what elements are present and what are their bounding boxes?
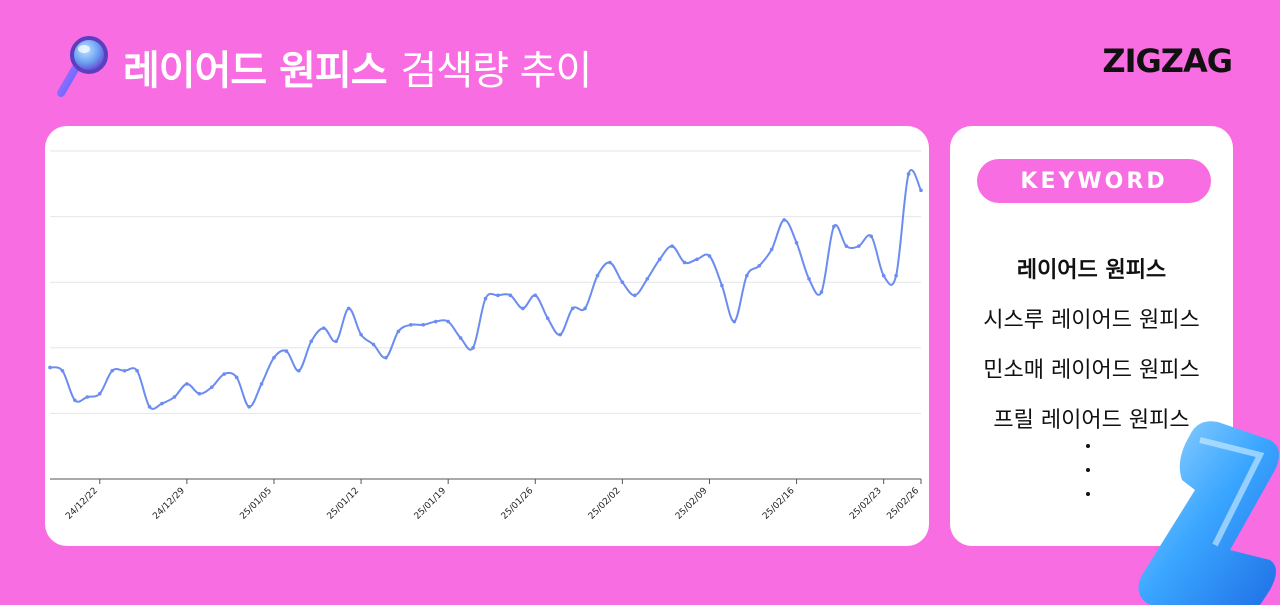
data-point: [346, 306, 351, 311]
data-point: [409, 323, 413, 327]
data-point: [595, 273, 600, 278]
data-point: [720, 283, 724, 288]
data-point: [272, 355, 276, 360]
data-point: [48, 365, 52, 370]
data-point: [757, 264, 762, 268]
zigzag-logo: ZIGZAG: [1102, 42, 1233, 80]
data-point: [794, 241, 799, 245]
data-point: [620, 280, 625, 284]
data-point: [284, 349, 289, 353]
data-point: [371, 342, 376, 347]
x-tick-label: 25/01/05: [238, 486, 274, 522]
x-tick-label: 25/02/16: [761, 486, 797, 522]
data-point: [334, 339, 338, 344]
chart-card: 24/12/22 24/12/29 25/01/05 25/01/12 25/01/19…: [45, 126, 929, 546]
data-point: [881, 273, 886, 278]
data-point: [745, 273, 749, 278]
data-point: [222, 372, 226, 376]
data-point: [695, 257, 699, 262]
x-tick-label: 24/12/29: [151, 486, 187, 522]
data-point: [321, 326, 326, 330]
data-point: [309, 339, 314, 344]
keyword-panel: KEYWORD 레이어드 원피스 시스루 레이어드 원피스 민소매 레이어드 원…: [950, 126, 1233, 546]
data-point: [396, 329, 401, 334]
data-point: [570, 306, 575, 311]
data-point: [832, 224, 836, 229]
data-point: [645, 277, 650, 281]
x-tick-label: 25/02/09: [674, 486, 710, 522]
data-point: [533, 293, 538, 298]
data-point: [433, 319, 438, 324]
data-point: [633, 293, 637, 298]
x-tick-label: 25/01/26: [500, 486, 536, 522]
page-subtitle: 검색량 추이: [400, 48, 593, 94]
data-point: [483, 296, 488, 301]
data-point: [359, 332, 363, 337]
data-point: [110, 368, 115, 373]
data-point: [508, 293, 513, 298]
data-point: [160, 401, 164, 406]
data-point: [856, 244, 861, 248]
keyword-item: 시스루 레이어드 원피스: [983, 308, 1200, 333]
data-point: [458, 336, 463, 340]
data-point: [97, 391, 102, 396]
x-tick-label: 25/01/12: [326, 486, 362, 522]
data-point: [73, 398, 77, 403]
data-point: [259, 382, 264, 386]
data-point: [122, 368, 127, 373]
data-point: [209, 385, 214, 389]
keyword-list: 레이어드 원피스 시스루 레이어드 원피스 민소매 레이어드 원피스 프릴 레이…: [950, 246, 1233, 446]
data-point: [545, 316, 550, 321]
data-point: [297, 368, 301, 373]
data-point: [769, 247, 774, 252]
data-point: [496, 293, 500, 298]
data-point: [807, 277, 811, 281]
x-tick-label: 25/01/19: [413, 486, 449, 522]
data-point: [85, 395, 90, 399]
magnifier-icon: [57, 36, 108, 97]
data-point: [682, 260, 687, 265]
data-point: [707, 254, 712, 258]
data-point: [185, 382, 189, 386]
data-point: [234, 375, 239, 380]
x-tick-label: 24/12/22: [64, 486, 100, 522]
data-point: [60, 368, 65, 373]
data-point: [558, 332, 562, 337]
keyword-item: 레이어드 원피스: [1016, 258, 1167, 283]
data-point: [446, 319, 450, 324]
data-point: [384, 355, 388, 360]
series-line: [49, 169, 922, 410]
data-point: [657, 257, 662, 262]
data-point: [421, 323, 426, 327]
data-point: [583, 306, 587, 311]
page-title: 레이어드 원피스: [123, 48, 388, 94]
line-chart: 24/12/22 24/12/29 25/01/05 25/01/12 25/01/19…: [48, 150, 923, 522]
keyword-item: 민소매 레이어드 원피스: [983, 358, 1200, 383]
more-dots-icon: [1086, 444, 1096, 516]
data-point: [471, 346, 475, 350]
z-logo-3d-icon: [1138, 421, 1279, 605]
data-point: [732, 319, 737, 324]
x-tick-label: 25/02/26: [885, 486, 921, 522]
data-point: [247, 405, 251, 409]
data-point: [782, 218, 786, 222]
x-tick-label: 25/02/02: [587, 486, 623, 522]
header: 레이어드 원피스 검색량 추이: [55, 32, 593, 102]
data-point: [608, 260, 612, 265]
x-tick-label: 25/02/23: [848, 486, 884, 522]
data-point: [869, 234, 874, 239]
data-point: [844, 244, 849, 248]
keyword-item: 프릴 레이어드 원피스: [993, 408, 1190, 433]
data-point: [172, 395, 177, 399]
data-point: [197, 391, 202, 396]
data-point: [147, 405, 152, 409]
data-point: [135, 368, 139, 373]
keyword-label: KEYWORD: [977, 159, 1211, 203]
data-point: [894, 273, 898, 278]
data-point: [670, 244, 674, 248]
data-point: [819, 290, 824, 294]
data-point: [919, 188, 923, 193]
data-point: [906, 172, 911, 176]
data-point: [521, 306, 525, 311]
